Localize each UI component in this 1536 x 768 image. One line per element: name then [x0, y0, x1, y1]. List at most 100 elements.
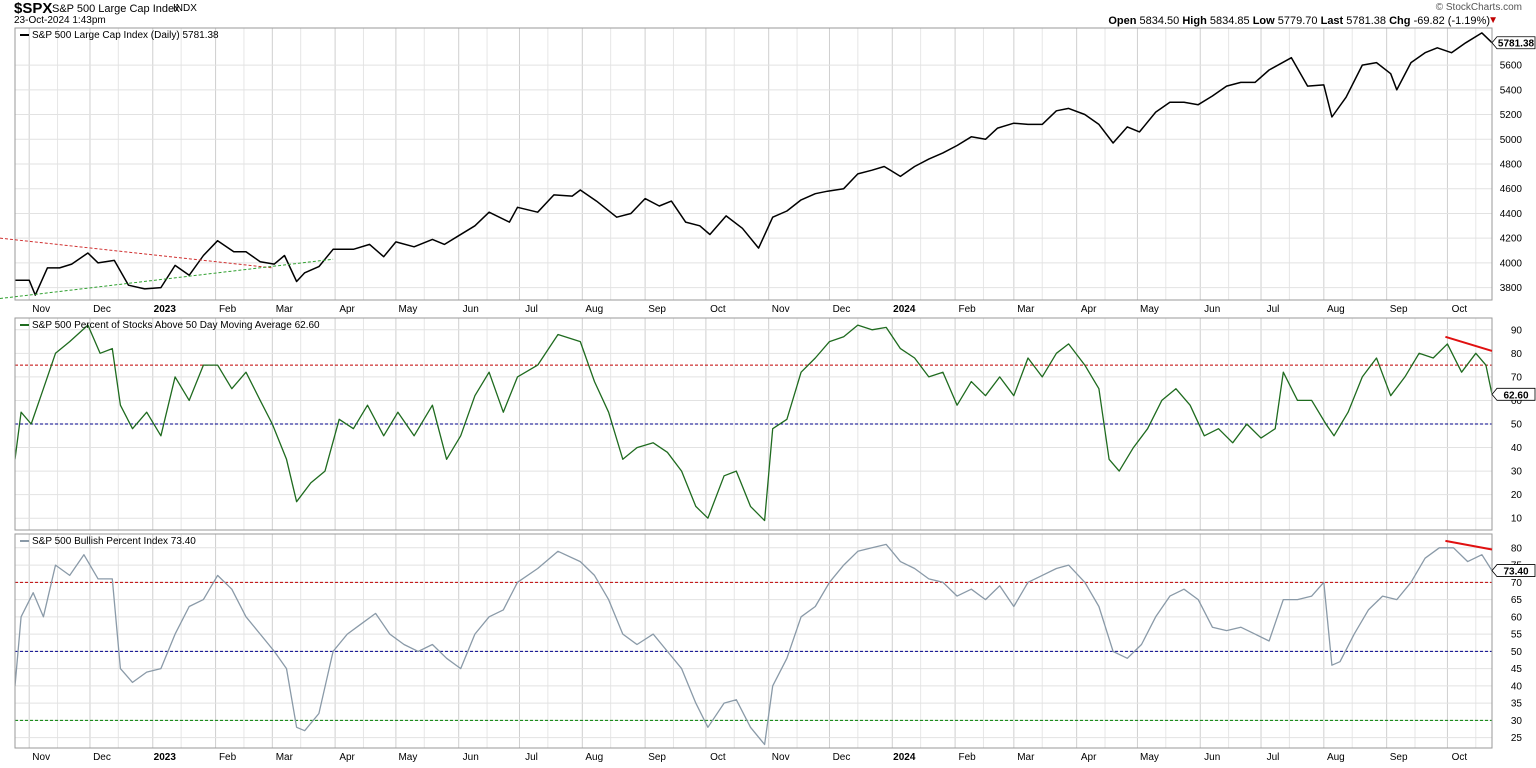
last-value-label: 73.40 [1503, 567, 1528, 578]
last-value-tag: 73.40 [1491, 564, 1536, 578]
x-tick-label: Mar [276, 752, 294, 763]
y-tick-label: 80 [1511, 349, 1523, 360]
panel-border [14, 27, 1493, 301]
trendline-annotation [0, 237, 273, 269]
x-tick-label: Oct [710, 304, 726, 315]
x-tick-label: Jun [1204, 304, 1220, 315]
x-tick-label: Nov [32, 304, 50, 315]
x-tick-label: Aug [585, 752, 603, 763]
trendline-annotation [0, 258, 334, 300]
x-tick-label: Mar [1017, 752, 1035, 763]
x-tick-label: 2023 [154, 752, 177, 763]
x-tick-label: Sep [648, 752, 666, 763]
x-tick-label: May [1140, 304, 1159, 315]
y-tick-label: 5200 [1500, 110, 1523, 121]
low-value: 5779.70 [1277, 15, 1318, 27]
trendline-annotation [1445, 539, 1493, 551]
x-tick-label: 2024 [893, 304, 916, 315]
last-value-label: 5781.38 [1498, 39, 1535, 50]
stockcharts-watermark[interactable]: © StockCharts.com [1435, 2, 1522, 13]
chg-label: Chg [1389, 15, 1411, 27]
trendline-annotation [1445, 335, 1493, 352]
x-tick-label: Aug [1327, 752, 1345, 763]
y-tick-label: 4800 [1500, 160, 1523, 171]
panel-title: S&P 500 Bullish Percent Index 73.40 [32, 536, 196, 547]
x-tick-label: Jul [525, 752, 538, 763]
x-tick-label: May [1140, 752, 1159, 763]
last-value-box [1491, 36, 1536, 50]
y-tick-label: 60 [1511, 396, 1523, 407]
x-tick-label: Dec [833, 304, 851, 315]
last-value-tag: 62.60 [1491, 387, 1536, 401]
x-tick-label: Feb [219, 304, 237, 315]
y-tick-label: 20 [1511, 490, 1523, 501]
x-tick-label: Dec [833, 752, 851, 763]
x-tick-label: Apr [339, 304, 355, 315]
y-tick-label: 55 [1511, 630, 1523, 641]
x-tick-label: May [398, 752, 417, 763]
y-tick-label: 80 [1511, 543, 1523, 554]
panel-border [14, 317, 1493, 531]
y-tick-label: 3800 [1500, 283, 1523, 294]
y-tick-label: 70 [1511, 372, 1523, 383]
series-line-price [15, 32, 1492, 296]
last-value-box [1491, 564, 1536, 577]
y-tick-label: 60 [1511, 612, 1523, 623]
series-line-breadth [15, 324, 1492, 522]
last-value: 5781.38 [1346, 15, 1387, 27]
y-tick-label: 70 [1511, 578, 1523, 589]
x-tick-label: Sep [648, 304, 666, 315]
x-tick-label: Aug [585, 304, 603, 315]
exchange-code: INDX [173, 3, 197, 14]
x-tick-label: Jul [525, 304, 538, 315]
y-tick-label: 5000 [1500, 135, 1523, 146]
x-tick-label: 2024 [893, 752, 916, 763]
x-tick-label: Jun [1204, 752, 1220, 763]
high-value: 5834.85 [1209, 15, 1250, 27]
chg-value: -69.82 (-1.19%) [1413, 15, 1490, 27]
y-tick-label: 50 [1511, 420, 1523, 431]
panel-title: S&P 500 Large Cap Index (Daily) 5781.38 [32, 30, 219, 41]
y-tick-label: 25 [1511, 733, 1523, 744]
down-arrow-icon: ▼ [1488, 15, 1498, 26]
index-name: S&P 500 Large Cap Index [52, 3, 180, 15]
y-tick-label: 4600 [1500, 184, 1523, 195]
y-tick-label: 40 [1511, 443, 1523, 454]
y-tick-label: 35 [1511, 699, 1523, 710]
x-tick-label: Nov [772, 304, 790, 315]
y-tick-label: 65 [1511, 595, 1523, 606]
panel-border [14, 533, 1493, 749]
y-tick-label: 40 [1511, 681, 1523, 692]
y-tick-label: 5600 [1500, 61, 1523, 72]
last-label: Last [1320, 15, 1344, 27]
x-tick-label: Feb [958, 752, 976, 763]
y-tick-label: 5400 [1500, 85, 1523, 96]
series-line-bullish_percent [15, 543, 1492, 746]
x-tick-label: Mar [1017, 304, 1035, 315]
y-tick-label: 4000 [1500, 258, 1523, 269]
x-tick-label: Oct [1452, 304, 1468, 315]
y-tick-label: 45 [1511, 664, 1523, 675]
panel-title: S&P 500 Percent of Stocks Above 50 Day M… [32, 320, 320, 331]
y-tick-label: 4200 [1500, 234, 1523, 245]
x-tick-label: May [398, 304, 417, 315]
x-tick-label: Apr [1081, 752, 1097, 763]
x-tick-label: Jun [463, 752, 479, 763]
x-tick-label: Oct [1452, 752, 1468, 763]
y-tick-label: 10 [1511, 514, 1523, 525]
open-label: Open [1108, 15, 1137, 27]
x-tick-label: Feb [958, 304, 976, 315]
high-label: High [1182, 15, 1207, 27]
y-tick-label: 90 [1511, 325, 1523, 336]
x-tick-label: Mar [276, 304, 294, 315]
x-tick-label: Nov [772, 752, 790, 763]
x-tick-label: 2023 [154, 304, 177, 315]
open-value: 5834.50 [1139, 15, 1180, 27]
x-tick-label: Apr [1081, 304, 1097, 315]
x-tick-label: Feb [219, 752, 237, 763]
y-tick-label: 30 [1511, 467, 1523, 478]
last-value-box [1491, 387, 1536, 401]
x-tick-label: Jul [1267, 752, 1280, 763]
x-tick-label: Oct [710, 752, 726, 763]
